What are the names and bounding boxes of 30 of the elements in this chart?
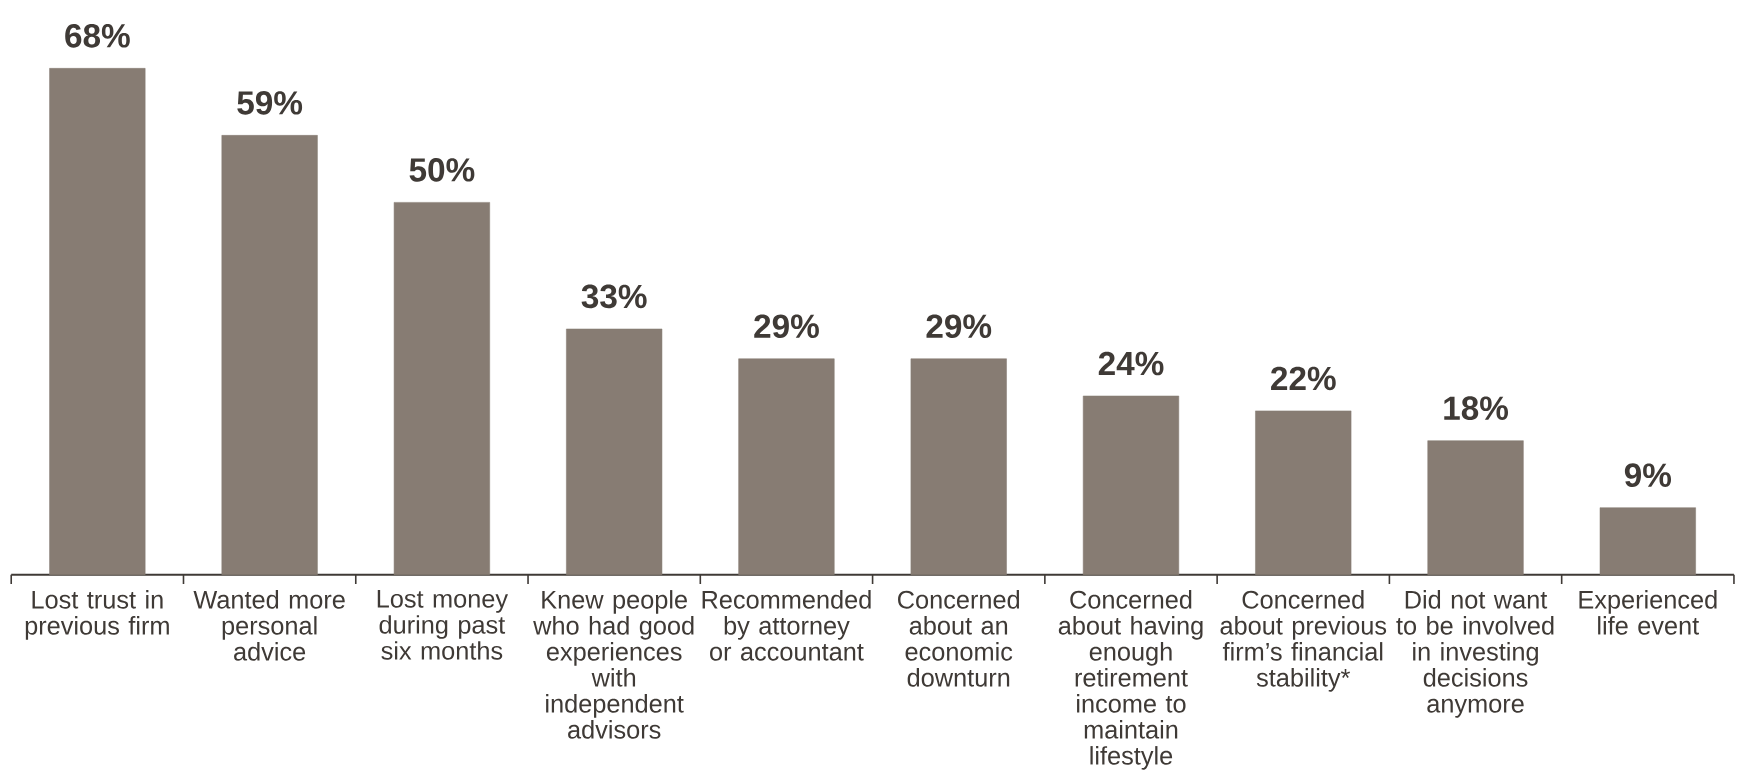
data-label: 68% [65,24,130,48]
data-label: 18% [1444,396,1509,420]
bar [49,68,146,575]
x-tick-label: Concerned about having enough retirement income to maintain lifestyle [1058,590,1203,770]
x-tick-label: Recommended by attorney or accountant [702,590,871,661]
x-tick-label: Did not want to be involved in investing decisions anymore [1396,590,1554,718]
data-label: 29% [926,314,992,339]
x-tick-label: Concerned about previous firm’s financial stability* [1220,590,1387,692]
data-label: 59% [237,91,303,115]
bar [221,135,318,575]
x-tick-label: Knew people who had good experiences with independent advisors [533,590,694,739]
bar [566,328,663,575]
bar [1599,507,1696,575]
bar [1082,395,1180,575]
bar [1427,440,1524,575]
bar [1255,410,1352,575]
data-label: 9% [1624,463,1672,487]
x-tick-label: Experienced life event [1579,590,1717,635]
data-label: 24% [1098,351,1164,376]
bar [393,202,490,575]
data-label: 29% [754,314,819,339]
x-tick-label: Lost money during past six months [377,590,509,660]
data-label: 22% [1271,366,1336,391]
x-tick-label: Lost trust in previous firm [25,590,169,640]
bar [910,358,1007,575]
bar [738,358,835,575]
x-tick-label: Wanted more personal advice [193,590,345,661]
data-label: 33% [581,284,647,309]
x-tick-label: Concerned about an economic downturn [898,590,1020,687]
data-label: 50% [409,158,475,182]
